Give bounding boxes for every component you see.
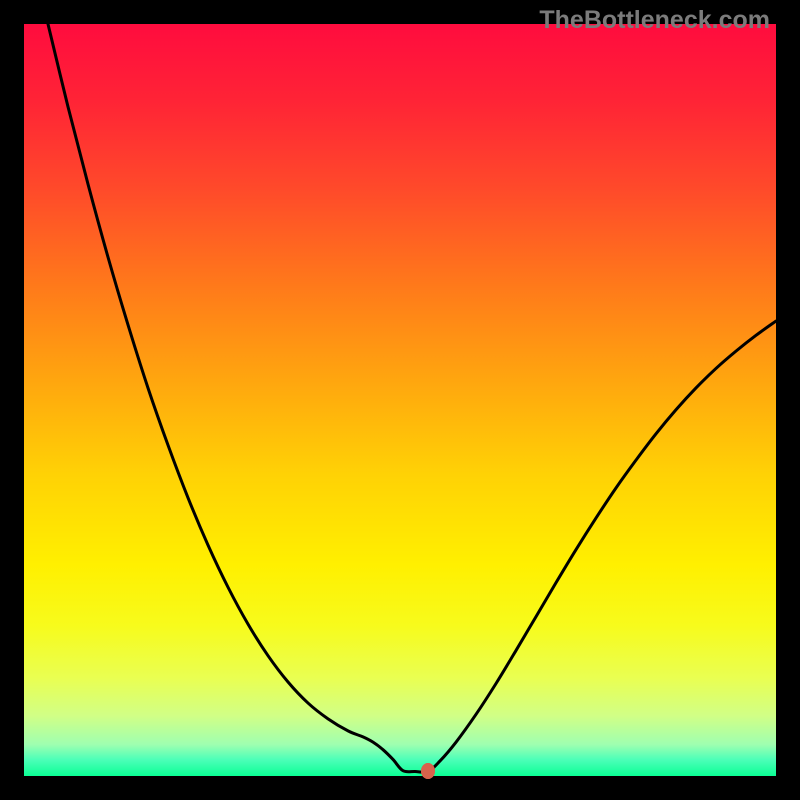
chart-frame: TheBottleneck.com <box>0 0 800 800</box>
minimum-marker <box>421 763 435 779</box>
bottleneck-curve-layer <box>24 24 776 776</box>
watermark-text: TheBottleneck.com <box>539 6 770 35</box>
bottleneck-curve <box>48 24 776 772</box>
plot-area <box>24 24 776 776</box>
